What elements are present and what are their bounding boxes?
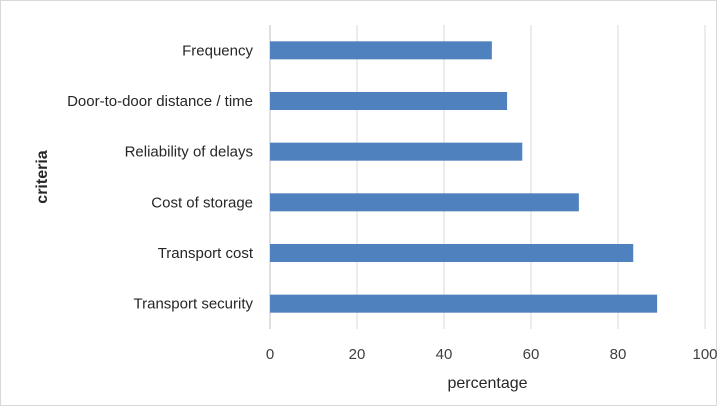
category-label: Transport security <box>134 296 254 313</box>
x-axis-title: percentage <box>447 375 527 392</box>
category-label: Door-to-door distance / time <box>67 93 253 110</box>
gridlines <box>270 25 705 329</box>
x-tick-label: 60 <box>523 346 540 363</box>
bar <box>270 193 579 211</box>
x-tick-labels: 0 20 40 60 80 100 <box>266 346 717 363</box>
x-tick-label: 100 <box>692 346 717 363</box>
bar <box>270 92 507 110</box>
category-label: Reliability of delays <box>125 144 253 161</box>
bar <box>270 143 522 161</box>
x-tick-label: 20 <box>349 346 366 363</box>
bar <box>270 41 492 59</box>
x-tick-label: 80 <box>610 346 627 363</box>
category-labels: Frequency Door-to-door distance / time Rel… <box>67 42 254 312</box>
x-tick-label: 40 <box>436 346 453 363</box>
x-tick-label: 0 <box>266 346 274 363</box>
bar <box>270 295 657 313</box>
category-label: Frequency <box>182 42 253 59</box>
category-label: Transport cost <box>158 245 254 262</box>
category-label: Cost of storage <box>151 194 253 211</box>
y-axis-title: criteria <box>34 150 51 203</box>
bar <box>270 244 633 262</box>
bars <box>270 41 657 312</box>
